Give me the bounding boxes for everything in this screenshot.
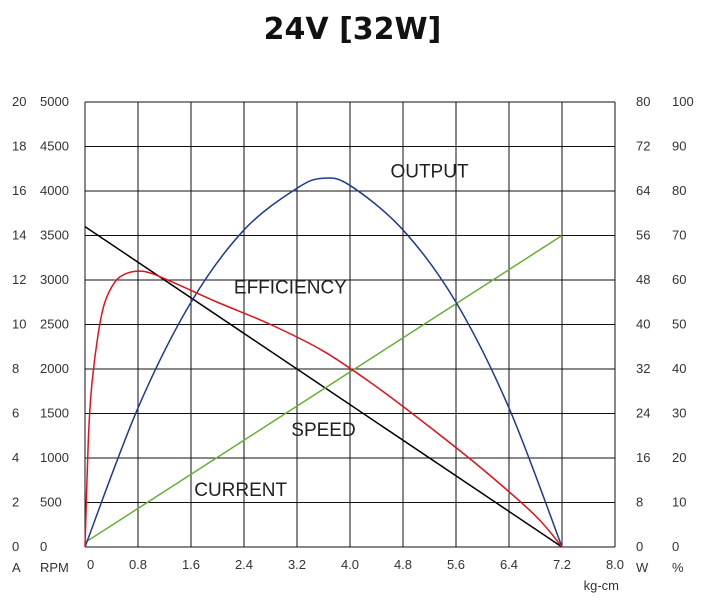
x-tick-label: 4.8 xyxy=(394,557,412,572)
y-tick-label-rpm: 2500 xyxy=(40,317,69,332)
curve-label-speed: SPEED xyxy=(291,420,355,441)
y-unit-label-w: W xyxy=(636,560,649,575)
y-tick-label-w: 32 xyxy=(636,361,650,376)
x-tick-label: 7.2 xyxy=(553,557,571,572)
y-tick-label-w: 24 xyxy=(636,406,650,421)
series-line-output xyxy=(84,177,563,548)
y-tick-label-rpm: 4500 xyxy=(40,139,69,154)
y-tick-label-pct: 50 xyxy=(672,317,686,332)
y-tick-label-rpm: 500 xyxy=(40,495,62,510)
y-tick-label-w: 16 xyxy=(636,450,650,465)
y-tick-label-a: 16 xyxy=(12,183,26,198)
y-tick-label-a: 18 xyxy=(12,139,26,154)
x-tick-label: 6.4 xyxy=(500,557,518,572)
y-tick-label-pct: 0 xyxy=(672,539,679,554)
y-unit-label-pct: % xyxy=(672,560,684,575)
y-tick-label-w: 56 xyxy=(636,228,650,243)
y-tick-label-a: 2 xyxy=(12,495,19,510)
y-tick-label-rpm: 5000 xyxy=(40,94,69,109)
curve-label-current: CURRENT xyxy=(194,480,287,501)
x-tick-label: 1.6 xyxy=(182,557,200,572)
y-tick-label-pct: 90 xyxy=(672,139,686,154)
y-tick-label-w: 48 xyxy=(636,272,650,287)
series-line-speed xyxy=(84,225,563,548)
y-tick-label-w: 80 xyxy=(636,94,650,109)
y-tick-label-pct: 30 xyxy=(672,406,686,421)
chart-title: 24V [32W] xyxy=(263,12,442,47)
grid xyxy=(84,101,616,548)
series-line-efficiency xyxy=(84,270,563,548)
y-tick-label-a: 10 xyxy=(12,317,26,332)
y-tick-label-a: 20 xyxy=(12,94,26,109)
y-tick-label-pct: 100 xyxy=(672,94,694,109)
x-tick-label: 2.4 xyxy=(235,557,253,572)
y-tick-label-a: 14 xyxy=(12,228,26,243)
curve-labels: OUTPUT EFFICIENCY SPEED CURRENT xyxy=(194,162,469,501)
y-tick-label-pct: 80 xyxy=(672,183,686,198)
axis-tick-labels: 02468101214161820A0500100015002000250030… xyxy=(12,94,694,593)
y-tick-label-a: 6 xyxy=(12,406,19,421)
series-line-current xyxy=(84,234,563,544)
y-tick-label-pct: 10 xyxy=(672,495,686,510)
y-tick-label-w: 40 xyxy=(636,317,650,332)
x-tick-label: 3.2 xyxy=(288,557,306,572)
y-tick-label-w: 0 xyxy=(636,539,643,554)
curve-label-output: OUTPUT xyxy=(390,162,469,183)
x-tick-label: 5.6 xyxy=(447,557,465,572)
y-tick-label-a: 0 xyxy=(12,539,19,554)
y-tick-label-w: 8 xyxy=(636,495,643,510)
y-unit-label-a: A xyxy=(12,560,21,575)
y-tick-label-pct: 70 xyxy=(672,228,686,243)
y-tick-label-w: 64 xyxy=(636,183,650,198)
y-tick-label-rpm: 3000 xyxy=(40,272,69,287)
y-tick-label-rpm: 0 xyxy=(40,539,47,554)
y-tick-label-pct: 20 xyxy=(672,450,686,465)
curve-label-efficiency: EFFICIENCY xyxy=(234,277,347,298)
x-tick-label: 4.0 xyxy=(341,557,359,572)
y-tick-label-rpm: 1000 xyxy=(40,450,69,465)
x-tick-label: 8.0 xyxy=(606,557,624,572)
y-tick-label-a: 8 xyxy=(12,361,19,376)
y-tick-label-a: 4 xyxy=(12,450,19,465)
y-tick-label-rpm: 3500 xyxy=(40,228,69,243)
y-tick-label-w: 72 xyxy=(636,139,650,154)
y-tick-label-rpm: 4000 xyxy=(40,183,69,198)
y-tick-label-rpm: 2000 xyxy=(40,361,69,376)
series-lines xyxy=(84,177,563,548)
y-unit-label-rpm: RPM xyxy=(40,560,69,575)
x-axis-unit-label: kg-cm xyxy=(584,578,619,593)
y-tick-label-rpm: 1500 xyxy=(40,406,69,421)
y-tick-label-pct: 40 xyxy=(672,361,686,376)
x-tick-label: 0.8 xyxy=(129,557,147,572)
y-tick-label-pct: 60 xyxy=(672,272,686,287)
x-tick-label: 0 xyxy=(87,557,94,572)
y-tick-label-a: 12 xyxy=(12,272,26,287)
